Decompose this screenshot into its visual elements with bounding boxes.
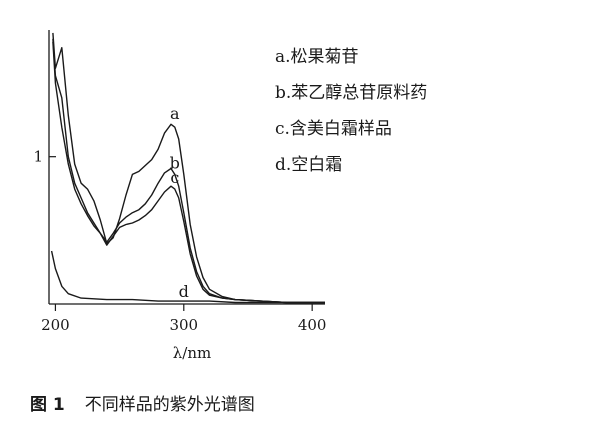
series-line-c	[52, 41, 325, 304]
series-label-b: b	[170, 153, 180, 172]
series-line-d	[50, 250, 325, 304]
uv-spectrum-chart: 200 300 400 1 a bc d λ/nm	[33, 30, 326, 362]
legend-item-d: d.空白霜	[275, 155, 343, 175]
series-label-c: c	[170, 168, 179, 187]
legend-item-a: a.松果菊苷	[275, 47, 359, 67]
x-tick-label-200: 200	[41, 316, 70, 334]
x-tick-label-400: 400	[298, 316, 327, 334]
figure-caption: 图 1 不同样品的紫外光谱图	[30, 390, 590, 415]
x-axis-title: λ/nm	[173, 344, 211, 362]
figure-caption-text: 不同样品的紫外光谱图	[84, 395, 255, 415]
series-label-d: d	[179, 282, 189, 301]
y-tick-label-1: 1	[33, 148, 43, 166]
legend-item-c: c.含美白霜样品	[275, 119, 392, 139]
chart-axes	[48, 30, 325, 305]
chart-series	[50, 32, 325, 304]
series-line-a	[52, 32, 325, 304]
series-label-a: a	[170, 104, 180, 123]
chart-series-labels: a bc d	[170, 104, 189, 301]
legend-item-b: b.苯乙醇总苷原料药	[275, 83, 428, 103]
chart-legend: a.松果菊苷 b.苯乙醇总苷原料药 c.含美白霜样品 d.空白霜	[275, 44, 595, 188]
x-tick-label-300: 300	[169, 316, 198, 334]
chart-ticks: 200 300 400 1	[33, 148, 326, 334]
figure-caption-number: 图 1	[30, 395, 65, 415]
